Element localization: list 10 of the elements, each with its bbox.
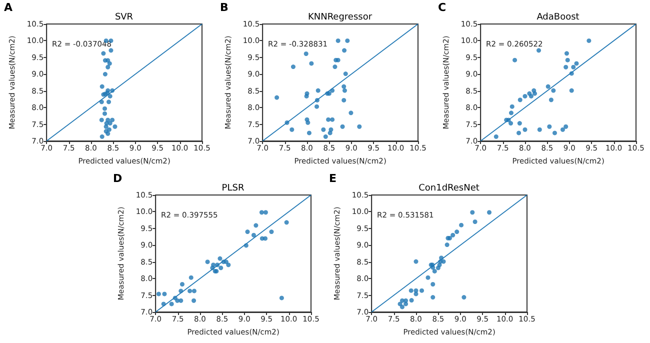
text: A xyxy=(4,1,13,14)
chart-title: KNNRegressor xyxy=(308,12,372,22)
text: D xyxy=(113,172,122,185)
text: B xyxy=(220,1,228,14)
chart-title: Con1dResNet xyxy=(418,184,480,194)
text: E xyxy=(329,172,337,185)
chart-title: PLSR xyxy=(222,184,244,194)
chart-title: AdaBoost xyxy=(536,12,580,22)
chart-title: SVR xyxy=(114,12,134,22)
text: C xyxy=(438,1,446,14)
